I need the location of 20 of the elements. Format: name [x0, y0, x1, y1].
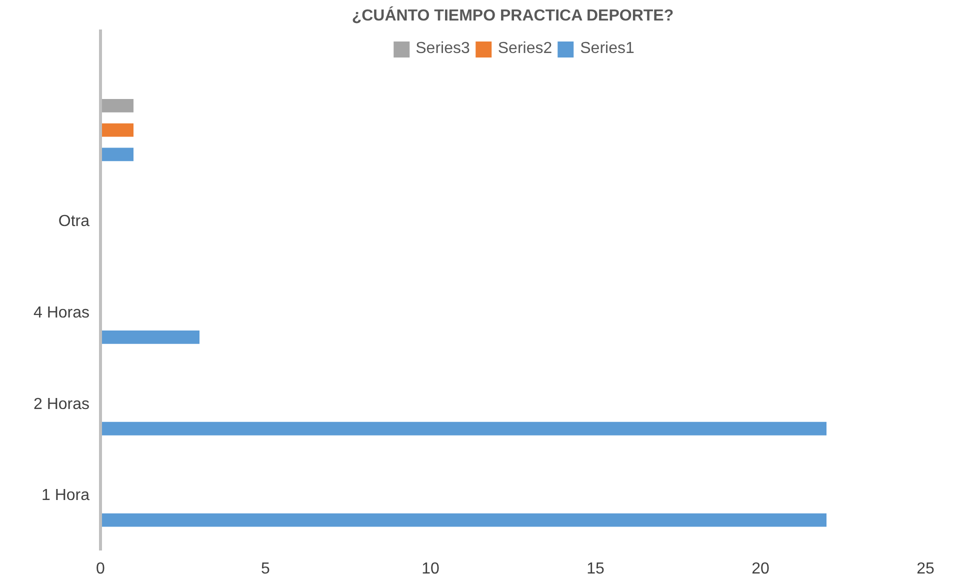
y-tick-label: 4 Horas [33, 304, 90, 322]
y-tick-label: 2 Horas [33, 396, 90, 413]
x-tick-label: 20 [752, 560, 770, 578]
chart-title: ¿CUÁNTO TIEMPO PRACTICA DEPORTE? [352, 6, 674, 24]
x-tick-label: 15 [586, 560, 604, 578]
bar [100, 422, 826, 436]
x-tick-label: 25 [916, 560, 934, 578]
bar [100, 148, 134, 162]
legend-label: Series3 [416, 40, 470, 58]
x-tick-label: 10 [422, 560, 440, 578]
x-tick-label: 0 [96, 560, 106, 578]
y-tick-label: Otra [58, 212, 90, 230]
legend-label: Series1 [580, 40, 634, 58]
bar [100, 330, 200, 344]
bar [100, 98, 134, 112]
bar [100, 123, 134, 137]
y-tick-label: 1 Hora [41, 487, 90, 504]
legend-label: Series2 [498, 40, 552, 58]
x-tick-label: 5 [261, 560, 270, 578]
bar [100, 513, 826, 527]
